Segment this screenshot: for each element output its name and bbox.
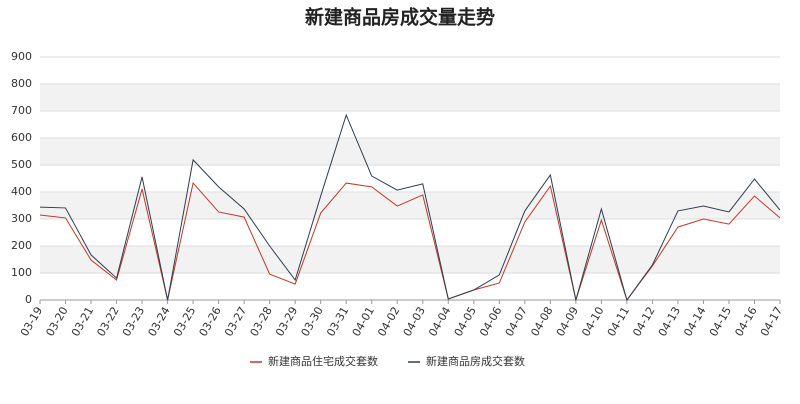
x-tick-label: 03-24 bbox=[146, 305, 173, 339]
x-tick-label: 04-15 bbox=[707, 305, 734, 339]
y-tick-label: 300 bbox=[11, 212, 32, 225]
y-tick-label: 200 bbox=[11, 239, 32, 252]
y-tick-label: 700 bbox=[11, 104, 32, 117]
x-tick-label: 04-09 bbox=[554, 305, 581, 339]
x-tick-label: 03-26 bbox=[197, 305, 224, 339]
x-tick-label: 03-28 bbox=[248, 305, 275, 339]
x-tick-label: 04-08 bbox=[528, 305, 555, 339]
y-tick-label: 100 bbox=[11, 266, 32, 279]
x-tick-label: 04-11 bbox=[605, 305, 632, 339]
x-tick-label: 04-16 bbox=[732, 305, 759, 339]
x-tick-label: 03-25 bbox=[171, 305, 198, 339]
y-tick-label: 800 bbox=[11, 77, 32, 90]
y-tick-label: 600 bbox=[11, 131, 32, 144]
line-series bbox=[39, 113, 781, 302]
grid-band bbox=[40, 138, 780, 165]
y-tick-label: 0 bbox=[25, 293, 32, 306]
y-tick-label: 400 bbox=[11, 185, 32, 198]
x-tick-label: 03-31 bbox=[324, 305, 351, 339]
x-tick-label: 04-14 bbox=[681, 305, 708, 339]
x-tick-label: 04-04 bbox=[426, 305, 453, 339]
x-tick-label: 03-20 bbox=[43, 305, 70, 339]
chart-title: 新建商品房成交量走势 bbox=[305, 6, 495, 29]
y-tick-label: 900 bbox=[11, 50, 32, 63]
x-tick-label: 04-01 bbox=[350, 305, 377, 339]
x-tick-label: 03-19 bbox=[18, 305, 45, 339]
x-tick-label: 03-23 bbox=[120, 305, 147, 339]
x-tick-label: 04-05 bbox=[452, 305, 479, 339]
grid-band bbox=[40, 84, 780, 111]
x-tick-label: 03-27 bbox=[222, 305, 249, 339]
legend-label: 新建商品住宅成交套数 bbox=[268, 354, 378, 368]
x-tick-label: 03-29 bbox=[273, 305, 300, 339]
y-tick-label: 500 bbox=[11, 158, 32, 171]
x-tick-label: 04-07 bbox=[503, 305, 530, 339]
x-tick-label: 04-17 bbox=[758, 305, 785, 339]
x-tick-label: 03-21 bbox=[69, 305, 96, 339]
x-tick-label: 03-22 bbox=[95, 305, 122, 339]
grid-band bbox=[40, 192, 780, 219]
legend-label: 新建商品房成交套数 bbox=[426, 354, 525, 368]
x-tick-label: 04-13 bbox=[656, 305, 683, 339]
x-tick-label: 04-06 bbox=[477, 304, 504, 338]
grid-band bbox=[40, 246, 780, 273]
x-tick-label: 04-02 bbox=[375, 305, 402, 339]
x-tick-label: 04-03 bbox=[401, 305, 428, 339]
x-tick-label: 03-30 bbox=[299, 305, 326, 339]
x-tick-label: 04-10 bbox=[579, 305, 606, 339]
x-tick-label: 04-12 bbox=[630, 305, 657, 339]
